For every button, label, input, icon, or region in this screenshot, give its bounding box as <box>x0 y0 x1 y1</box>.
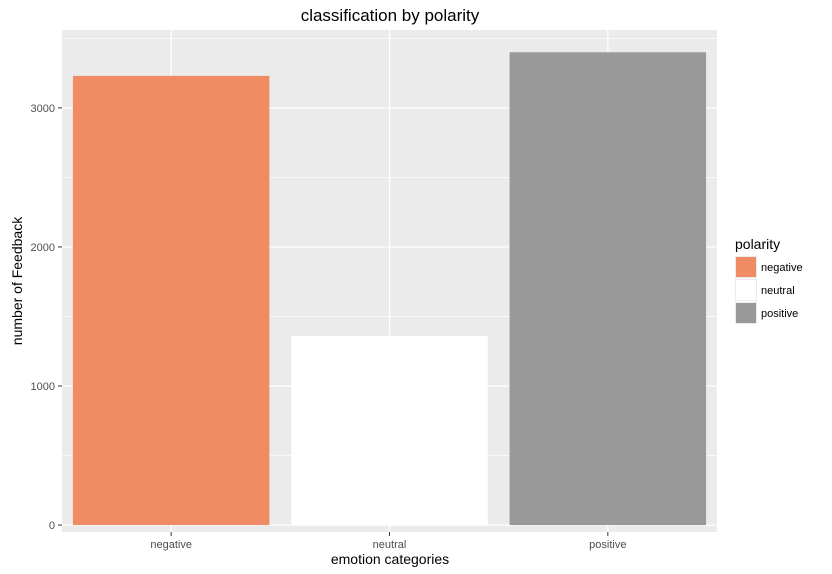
legend-label-positive: positive <box>761 308 798 320</box>
y-tick-label: 0 <box>49 520 55 532</box>
legend: polarity negative neutral positive <box>735 236 803 324</box>
legend-swatch-negative <box>736 257 756 277</box>
legend-swatch-positive <box>736 303 756 323</box>
bars <box>72 52 707 526</box>
legend-title: polarity <box>735 236 780 252</box>
legend-label-neutral: neutral <box>761 285 795 297</box>
x-tick-label: negative <box>150 539 192 551</box>
y-axis-title: number of Feedback <box>9 216 25 345</box>
legend-swatch-neutral <box>736 280 756 300</box>
x-tick-label: neutral <box>373 539 407 551</box>
chart-title: classification by polarity <box>301 6 480 25</box>
y-tick-label: 1000 <box>31 381 55 393</box>
x-axis-ticks: negative neutral positive <box>150 532 626 551</box>
bar-negative <box>72 75 270 526</box>
y-tick-label: 3000 <box>31 103 55 115</box>
bar-positive <box>509 52 707 526</box>
legend-label-negative: negative <box>761 262 803 274</box>
x-tick-label: positive <box>589 539 626 551</box>
y-axis-ticks: 0 1000 2000 3000 <box>31 103 62 532</box>
y-tick-label: 2000 <box>31 242 55 254</box>
x-axis-title: emotion categories <box>331 551 449 567</box>
bar-neutral <box>291 335 488 526</box>
